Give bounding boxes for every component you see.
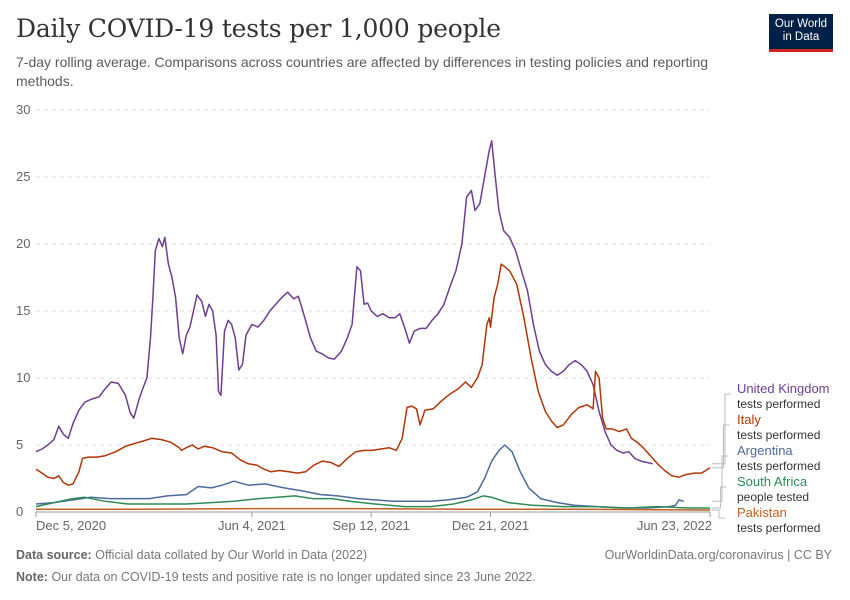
chart-title: Daily COVID-19 tests per 1,000 people (16, 14, 501, 43)
y-tick-label: 15 (16, 303, 30, 318)
source-label: Data source: (16, 548, 92, 562)
logo-line-1: Our World (774, 18, 828, 30)
legend-label[interactable]: Pakistan (737, 505, 787, 520)
series-line-united-kingdom[interactable] (35, 140, 653, 465)
chart-subtitle: 7-day rolling average. Comparisons acros… (16, 54, 709, 89)
y-tick-label: 25 (16, 169, 30, 184)
legend-label[interactable]: Italy (737, 412, 761, 427)
series-line-south-africa[interactable] (35, 495, 710, 509)
line-chart: 0 5 10 15 20 25 30 Dec 5, 2020 Jun 4, 2021 Sep 1… (16, 102, 830, 535)
legend-sublabel: people tested (737, 490, 809, 504)
series-line-pakistan[interactable] (36, 507, 711, 511)
legend-sublabel: tests performed (737, 459, 820, 473)
owid-logo[interactable]: Our World in Data (769, 14, 833, 52)
legend-connector (712, 424, 730, 469)
legend-sublabel: tests performed (737, 521, 820, 535)
legend-connector (712, 455, 728, 502)
logo-line-2: in Data (782, 31, 820, 43)
y-tick-label: 30 (16, 102, 30, 117)
x-tick-label: Jun 23, 2022 (637, 518, 712, 533)
y-tick-label: 10 (16, 370, 30, 385)
x-tick-label: Dec 5, 2020 (36, 518, 106, 533)
legend-label[interactable]: United Kingdom (737, 381, 830, 396)
legend-connector (712, 509, 725, 519)
note-label: Note: (16, 570, 48, 584)
footer-link[interactable]: OurWorldinData.org/coronavirus | CC BY (604, 548, 832, 562)
legend-label[interactable]: Argentina (737, 443, 793, 458)
legend-connector (712, 486, 727, 509)
footer-note: Note: Our data on COVID-19 tests and pos… (16, 570, 536, 584)
gridlines (36, 109, 710, 446)
legend-label[interactable]: South Africa (737, 474, 808, 489)
legend-sublabel: tests performed (737, 428, 820, 442)
y-tick-label: 20 (16, 236, 30, 251)
y-axis-ticks: 0 5 10 15 20 25 30 (16, 102, 30, 519)
x-axis: Dec 5, 2020 Jun 4, 2021 Sep 12, 2021 Dec 21… (35, 511, 712, 533)
note-text: Our data on COVID-19 tests and positive … (51, 570, 536, 584)
series-line-italy[interactable] (35, 263, 711, 486)
legend-sublabel: tests performed (737, 397, 820, 411)
y-tick-label: 0 (16, 504, 23, 519)
series-lines (35, 140, 711, 511)
x-tick-label: Sep 12, 2021 (333, 518, 410, 533)
legend-connector (712, 393, 731, 465)
x-tick-label: Dec 21, 2021 (452, 518, 529, 533)
footer-source: Data source: Official data collated by O… (16, 548, 367, 562)
series-line-argentina[interactable] (35, 444, 685, 509)
x-tick-label: Jun 4, 2021 (218, 518, 286, 533)
source-text: Official data collated by Our World in D… (95, 548, 368, 562)
y-tick-label: 5 (16, 437, 23, 452)
